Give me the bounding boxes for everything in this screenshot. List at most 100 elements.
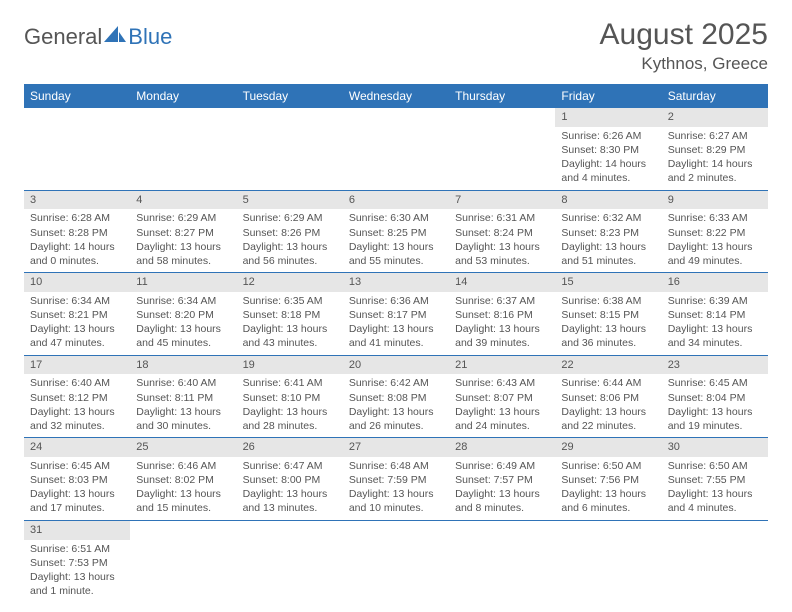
weekday-header: Friday — [555, 84, 661, 108]
day-cell: 24Sunrise: 6:45 AMSunset: 8:03 PMDayligh… — [24, 438, 130, 521]
day-cell: 14Sunrise: 6:37 AMSunset: 8:16 PMDayligh… — [449, 273, 555, 356]
day-cell: 28Sunrise: 6:49 AMSunset: 7:57 PMDayligh… — [449, 438, 555, 521]
day-body: Sunrise: 6:32 AMSunset: 8:23 PMDaylight:… — [555, 209, 661, 272]
day-number: 1 — [555, 108, 661, 127]
day-number: 19 — [237, 356, 343, 375]
sunset-text: Sunset: 7:53 PM — [30, 556, 124, 570]
sunrise-text: Sunrise: 6:28 AM — [30, 211, 124, 225]
day-cell: 17Sunrise: 6:40 AMSunset: 8:12 PMDayligh… — [24, 355, 130, 438]
day-cell: 12Sunrise: 6:35 AMSunset: 8:18 PMDayligh… — [237, 273, 343, 356]
sunrise-text: Sunrise: 6:36 AM — [349, 294, 443, 308]
day-body: Sunrise: 6:33 AMSunset: 8:22 PMDaylight:… — [662, 209, 768, 272]
day-body: Sunrise: 6:29 AMSunset: 8:27 PMDaylight:… — [130, 209, 236, 272]
sunset-text: Sunset: 7:57 PM — [455, 473, 549, 487]
sunrise-text: Sunrise: 6:45 AM — [668, 376, 762, 390]
logo-text-2: Blue — [128, 24, 172, 50]
sunrise-text: Sunrise: 6:50 AM — [668, 459, 762, 473]
day-body: Sunrise: 6:50 AMSunset: 7:55 PMDaylight:… — [662, 457, 768, 520]
daylight-text: Daylight: 13 hours and 45 minutes. — [136, 322, 230, 350]
day-cell: 8Sunrise: 6:32 AMSunset: 8:23 PMDaylight… — [555, 190, 661, 273]
empty-cell — [237, 520, 343, 602]
day-body: Sunrise: 6:28 AMSunset: 8:28 PMDaylight:… — [24, 209, 130, 272]
location-label: Kythnos, Greece — [600, 54, 768, 74]
day-cell: 3Sunrise: 6:28 AMSunset: 8:28 PMDaylight… — [24, 190, 130, 273]
sunrise-text: Sunrise: 6:51 AM — [30, 542, 124, 556]
day-number: 7 — [449, 191, 555, 210]
calendar-row: 10Sunrise: 6:34 AMSunset: 8:21 PMDayligh… — [24, 273, 768, 356]
day-cell: 30Sunrise: 6:50 AMSunset: 7:55 PMDayligh… — [662, 438, 768, 521]
day-body: Sunrise: 6:27 AMSunset: 8:29 PMDaylight:… — [662, 127, 768, 190]
day-cell: 4Sunrise: 6:29 AMSunset: 8:27 PMDaylight… — [130, 190, 236, 273]
day-body: Sunrise: 6:51 AMSunset: 7:53 PMDaylight:… — [24, 540, 130, 603]
sunrise-text: Sunrise: 6:49 AM — [455, 459, 549, 473]
day-number: 25 — [130, 438, 236, 457]
empty-cell — [130, 520, 236, 602]
day-number: 27 — [343, 438, 449, 457]
day-number: 12 — [237, 273, 343, 292]
sunrise-text: Sunrise: 6:29 AM — [136, 211, 230, 225]
day-number: 2 — [662, 108, 768, 127]
sunrise-text: Sunrise: 6:32 AM — [561, 211, 655, 225]
sunset-text: Sunset: 8:04 PM — [668, 391, 762, 405]
day-number: 31 — [24, 521, 130, 540]
day-cell: 22Sunrise: 6:44 AMSunset: 8:06 PMDayligh… — [555, 355, 661, 438]
day-number: 14 — [449, 273, 555, 292]
sunrise-text: Sunrise: 6:26 AM — [561, 129, 655, 143]
sunrise-text: Sunrise: 6:42 AM — [349, 376, 443, 390]
daylight-text: Daylight: 13 hours and 19 minutes. — [668, 405, 762, 433]
empty-cell — [555, 520, 661, 602]
day-number: 17 — [24, 356, 130, 375]
weekday-header: Monday — [130, 84, 236, 108]
daylight-text: Daylight: 13 hours and 13 minutes. — [243, 487, 337, 515]
weekday-header: Sunday — [24, 84, 130, 108]
day-number: 21 — [449, 356, 555, 375]
day-number: 20 — [343, 356, 449, 375]
day-body: Sunrise: 6:37 AMSunset: 8:16 PMDaylight:… — [449, 292, 555, 355]
page-header: General Blue August 2025 Kythnos, Greece — [24, 18, 768, 74]
day-cell: 5Sunrise: 6:29 AMSunset: 8:26 PMDaylight… — [237, 190, 343, 273]
sunset-text: Sunset: 8:12 PM — [30, 391, 124, 405]
sunrise-text: Sunrise: 6:47 AM — [243, 459, 337, 473]
day-cell: 15Sunrise: 6:38 AMSunset: 8:15 PMDayligh… — [555, 273, 661, 356]
day-body: Sunrise: 6:38 AMSunset: 8:15 PMDaylight:… — [555, 292, 661, 355]
day-body: Sunrise: 6:39 AMSunset: 8:14 PMDaylight:… — [662, 292, 768, 355]
day-cell: 29Sunrise: 6:50 AMSunset: 7:56 PMDayligh… — [555, 438, 661, 521]
daylight-text: Daylight: 13 hours and 49 minutes. — [668, 240, 762, 268]
day-number: 9 — [662, 191, 768, 210]
weekday-header: Wednesday — [343, 84, 449, 108]
day-body: Sunrise: 6:42 AMSunset: 8:08 PMDaylight:… — [343, 374, 449, 437]
sunset-text: Sunset: 7:55 PM — [668, 473, 762, 487]
day-number: 8 — [555, 191, 661, 210]
day-number: 5 — [237, 191, 343, 210]
day-number: 10 — [24, 273, 130, 292]
sunset-text: Sunset: 8:26 PM — [243, 226, 337, 240]
daylight-text: Daylight: 13 hours and 32 minutes. — [30, 405, 124, 433]
sunrise-text: Sunrise: 6:41 AM — [243, 376, 337, 390]
empty-cell — [662, 520, 768, 602]
day-body: Sunrise: 6:44 AMSunset: 8:06 PMDaylight:… — [555, 374, 661, 437]
sunset-text: Sunset: 8:27 PM — [136, 226, 230, 240]
day-number: 18 — [130, 356, 236, 375]
calendar-body: 1Sunrise: 6:26 AMSunset: 8:30 PMDaylight… — [24, 108, 768, 602]
daylight-text: Daylight: 13 hours and 6 minutes. — [561, 487, 655, 515]
title-block: August 2025 Kythnos, Greece — [600, 18, 768, 74]
empty-cell — [449, 520, 555, 602]
day-number: 3 — [24, 191, 130, 210]
day-number: 28 — [449, 438, 555, 457]
day-cell: 13Sunrise: 6:36 AMSunset: 8:17 PMDayligh… — [343, 273, 449, 356]
empty-cell — [343, 108, 449, 190]
day-body: Sunrise: 6:26 AMSunset: 8:30 PMDaylight:… — [555, 127, 661, 190]
sunset-text: Sunset: 8:14 PM — [668, 308, 762, 322]
daylight-text: Daylight: 13 hours and 26 minutes. — [349, 405, 443, 433]
daylight-text: Daylight: 13 hours and 36 minutes. — [561, 322, 655, 350]
sunrise-text: Sunrise: 6:40 AM — [30, 376, 124, 390]
day-number: 29 — [555, 438, 661, 457]
day-cell: 2Sunrise: 6:27 AMSunset: 8:29 PMDaylight… — [662, 108, 768, 190]
daylight-text: Daylight: 13 hours and 47 minutes. — [30, 322, 124, 350]
daylight-text: Daylight: 13 hours and 10 minutes. — [349, 487, 443, 515]
daylight-text: Daylight: 14 hours and 0 minutes. — [30, 240, 124, 268]
day-body: Sunrise: 6:34 AMSunset: 8:20 PMDaylight:… — [130, 292, 236, 355]
day-number: 23 — [662, 356, 768, 375]
day-body: Sunrise: 6:34 AMSunset: 8:21 PMDaylight:… — [24, 292, 130, 355]
sunrise-text: Sunrise: 6:27 AM — [668, 129, 762, 143]
